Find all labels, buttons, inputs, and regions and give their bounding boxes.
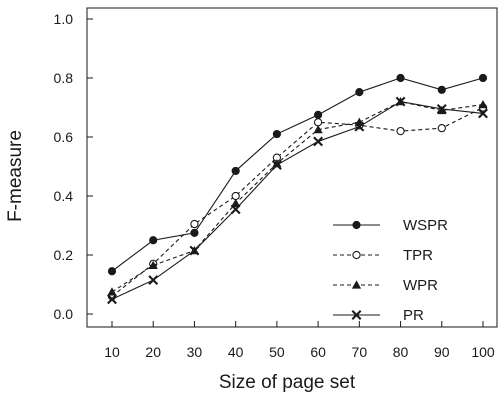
data-point-wspr (272, 129, 281, 139)
data-point-wspr (107, 267, 117, 276)
y-tick-label: 0.0 (54, 306, 74, 322)
x-axis-title: Size of page set (219, 372, 356, 393)
series-line-tpr (111, 107, 484, 297)
y-tick-label: 0.6 (54, 129, 74, 145)
data-point-wpr (107, 287, 117, 296)
x-tick-label: 80 (393, 344, 409, 360)
data-point-pr (230, 204, 241, 215)
y-tick-label: 1.0 (54, 11, 74, 27)
data-point-tpr (313, 118, 323, 127)
data-point-pr (148, 275, 159, 286)
series-wspr (107, 73, 488, 276)
x-tick-label: 40 (228, 344, 244, 360)
series-tpr (107, 103, 488, 301)
series-wpr (107, 97, 488, 296)
data-point-pr (189, 245, 200, 256)
data-point-wspr (478, 73, 488, 83)
legend-marker-wpr (351, 280, 362, 289)
legend-item-tpr: TPR (333, 247, 433, 264)
data-point-wpr (231, 198, 241, 208)
legend-label-pr: PR (403, 307, 424, 324)
data-point-wspr (149, 236, 158, 245)
x-tick-label: 50 (269, 344, 285, 360)
x-tick-label: 70 (352, 344, 368, 360)
data-point-wspr (314, 110, 323, 119)
data-point-pr (313, 136, 324, 147)
data-point-tpr (396, 126, 405, 136)
legend-marker-tpr (352, 250, 361, 260)
x-tick-label: 20 (145, 344, 161, 360)
x-tick-label: 90 (434, 344, 450, 360)
plot-frame (86, 7, 498, 328)
data-point-wpr (478, 99, 488, 109)
data-point-wpr (313, 125, 323, 134)
data-point-pr (478, 108, 488, 119)
data-point-wpr (148, 260, 158, 270)
plot-area: 0.0 0.2 0.4 0.6 0.8 1.0 10 20 30 40 50 60 70 80 90 100 W… (54, 7, 498, 360)
legend-marker-pr (351, 310, 362, 320)
series-pr (107, 96, 488, 305)
y-tick-label: 0.4 (54, 188, 74, 204)
legend-item-wspr: WSPR (333, 217, 448, 234)
data-point-pr (271, 160, 282, 170)
data-point-wspr (231, 166, 240, 176)
legend-label-wpr: WPR (403, 277, 438, 294)
data-point-wspr (396, 73, 405, 83)
x-tick-label: 30 (187, 344, 203, 360)
series-line-wspr (111, 77, 484, 272)
data-point-pr (436, 104, 447, 114)
legend-marker-wspr (352, 220, 361, 230)
data-point-wspr (437, 85, 446, 94)
data-point-wspr (190, 228, 199, 237)
data-point-tpr (437, 123, 446, 133)
legend-item-wpr: WPR (333, 277, 438, 294)
legend: WSPR TPR WPR PR (333, 217, 448, 324)
legend-label-wspr: WSPR (403, 217, 448, 234)
y-tick-label: 0.2 (54, 247, 74, 263)
data-point-tpr (190, 219, 199, 229)
data-point-wpr (272, 158, 282, 168)
data-point-wspr (355, 88, 364, 97)
x-tick-label: 100 (471, 344, 495, 360)
y-tick-label: 0.8 (54, 70, 74, 86)
series-line-wpr (111, 101, 484, 293)
legend-item-pr: PR (333, 307, 424, 324)
data-point-tpr (231, 191, 240, 201)
data-point-pr (107, 294, 117, 305)
data-point-pr (395, 96, 406, 107)
x-tick-label: 10 (104, 344, 120, 360)
y-axis-title: F-measure (5, 130, 26, 222)
data-point-pr (354, 121, 365, 132)
x-tick-label: 60 (310, 344, 326, 360)
legend-label-tpr: TPR (403, 247, 433, 264)
series-line-pr (111, 101, 484, 300)
